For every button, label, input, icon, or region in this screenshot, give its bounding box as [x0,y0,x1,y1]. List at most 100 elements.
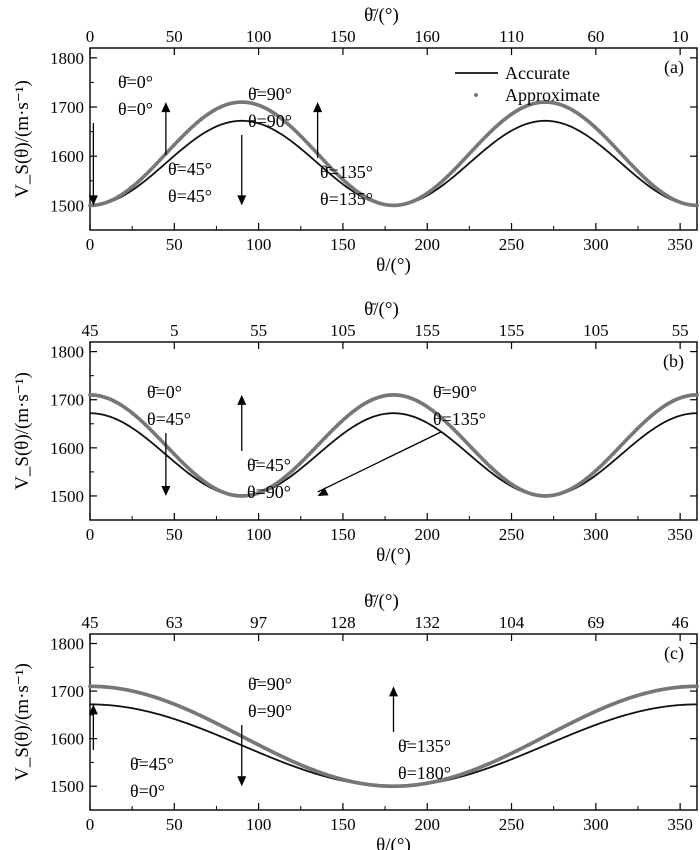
panel-tag: (a) [664,57,684,78]
x-tick-label: 250 [499,815,525,834]
y-axis-label: V_S(θ)/(m·s⁻¹) [12,663,33,781]
x-tick-label: 150 [330,235,356,254]
annotation-arrowhead [161,485,171,496]
top-x-tick-label: 104 [499,613,525,632]
series-approximate [88,393,699,498]
top-x-tick-label: 100 [246,27,272,46]
annotation-line2: θ=90° [248,111,292,131]
annotation-line2: θ=0° [118,99,153,119]
annotation-arrowhead [389,686,398,697]
panel-a: 0 50 100 150 200 250 300 350 0 50 100 150 160 110 60 10… [12,5,699,276]
panel-tag: (c) [664,643,684,664]
annotation-line1: θ̄=45° [168,159,212,179]
annotation: θ̄=45° θ=45° [161,102,212,206]
annotation-line2: θ=135° [320,189,373,209]
annotation-arrowhead [88,195,98,206]
x-tick-label: 100 [246,525,272,544]
annotation-arrowhead [317,487,329,496]
top-x-tick-label: 10 [672,27,689,46]
top-x-tick-label: 97 [250,613,268,632]
annotation-line1: θ̄=90° [248,84,292,104]
panel-c: 0 50 100 150 200 250 300 350 45 63 97 128 132 104 69 46… [12,591,699,850]
top-x-tick-label: 105 [330,321,356,340]
annotation: θ̄=135° θ=135° [313,102,373,209]
x-tick-label: 50 [166,815,183,834]
annotation-arrow [317,431,442,493]
y-tick-label: 1500 [50,777,84,796]
annotation-arrowhead [88,704,98,715]
approx-point [695,684,699,689]
panel-tag: (b) [663,351,684,372]
annotation: θ̄=90° θ=135° [317,382,486,496]
x-tick-label: 150 [330,815,356,834]
top-x-tick-label: 0 [86,27,95,46]
x-tick-label: 200 [414,525,440,544]
annotation: θ̄=45° θ=0° [88,704,174,801]
x-axis-label: θ/(°) [376,835,411,850]
x-tick-label: 350 [667,525,693,544]
top-x-tick-label: 50 [166,27,183,46]
plot-frame [89,633,698,811]
y-tick-label: 1500 [50,196,84,215]
plot-frame [89,341,698,521]
top-x-tick-label: 5 [170,321,179,340]
y-tick-label: 1700 [50,682,84,701]
series-line-accurate [89,412,698,497]
legend-label-approximate: Approximate [505,85,600,105]
annotation: θ̄=90° θ=90° [237,84,292,206]
top-x-tick-label: 155 [499,321,525,340]
top-x-tick-label: 60 [587,27,604,46]
series-approximate [88,100,699,208]
y-tick-label: 1800 [50,635,84,654]
top-x-axis-label: θ̄/(°) [364,5,399,26]
x-tick-label: 0 [86,525,95,544]
y-axis-label: V_S(θ)/(m·s⁻¹) [12,372,33,490]
legend-marker-approximate [474,93,478,97]
approx-point [695,393,699,397]
top-x-tick-label: 132 [414,613,440,632]
annotation-arrowhead [237,776,247,787]
annotation-line1: θ̄=90° [433,382,477,402]
y-tick-label: 1800 [50,343,84,362]
annotation: θ̄=135° θ=180° [389,686,451,783]
top-x-tick-label: 150 [330,27,356,46]
y-tick-label: 1700 [50,98,84,117]
x-tick-label: 200 [414,235,440,254]
y-axis-label: V_S(θ)/(m·s⁻¹) [12,80,33,198]
top-x-tick-label: 110 [499,27,524,46]
annotation-arrowhead [161,102,171,113]
top-x-tick-label: 46 [672,613,689,632]
top-x-axis-label: θ̄/(°) [364,591,399,612]
x-tick-label: 350 [667,815,693,834]
annotation-line2: θ=90° [248,701,292,721]
y-tick-label: 1600 [50,147,84,166]
top-x-tick-label: 45 [82,613,99,632]
annotation-line2: θ=180° [398,763,451,783]
annotation: θ̄=45° θ=90° [237,394,291,502]
x-tick-label: 250 [499,235,525,254]
x-tick-label: 50 [166,525,183,544]
y-tick-label: 1600 [50,730,84,749]
top-x-tick-label: 155 [414,321,440,340]
x-tick-label: 150 [330,525,356,544]
annotation-line1: θ̄=90° [248,674,292,694]
annotation-line1: θ̄=135° [320,162,373,182]
annotation-line2: θ=135° [433,409,486,429]
annotation-line2: θ=90° [247,482,291,502]
annotation-line1: θ̄=45° [247,455,291,475]
y-tick-label: 1700 [50,391,84,410]
annotation-line2: θ=0° [130,781,165,801]
top-x-tick-label: 55 [250,321,267,340]
x-tick-label: 0 [86,815,95,834]
x-tick-label: 300 [583,525,609,544]
annotation-arrowhead [237,195,247,206]
x-axis-label: θ/(°) [376,545,411,566]
top-x-tick-label: 128 [330,613,356,632]
annotation-arrowhead [237,394,247,405]
x-tick-label: 300 [583,235,609,254]
annotation: θ̄=0° θ=45° [147,382,191,496]
annotation: θ̄=90° θ=90° [237,674,292,787]
top-x-tick-label: 105 [583,321,609,340]
